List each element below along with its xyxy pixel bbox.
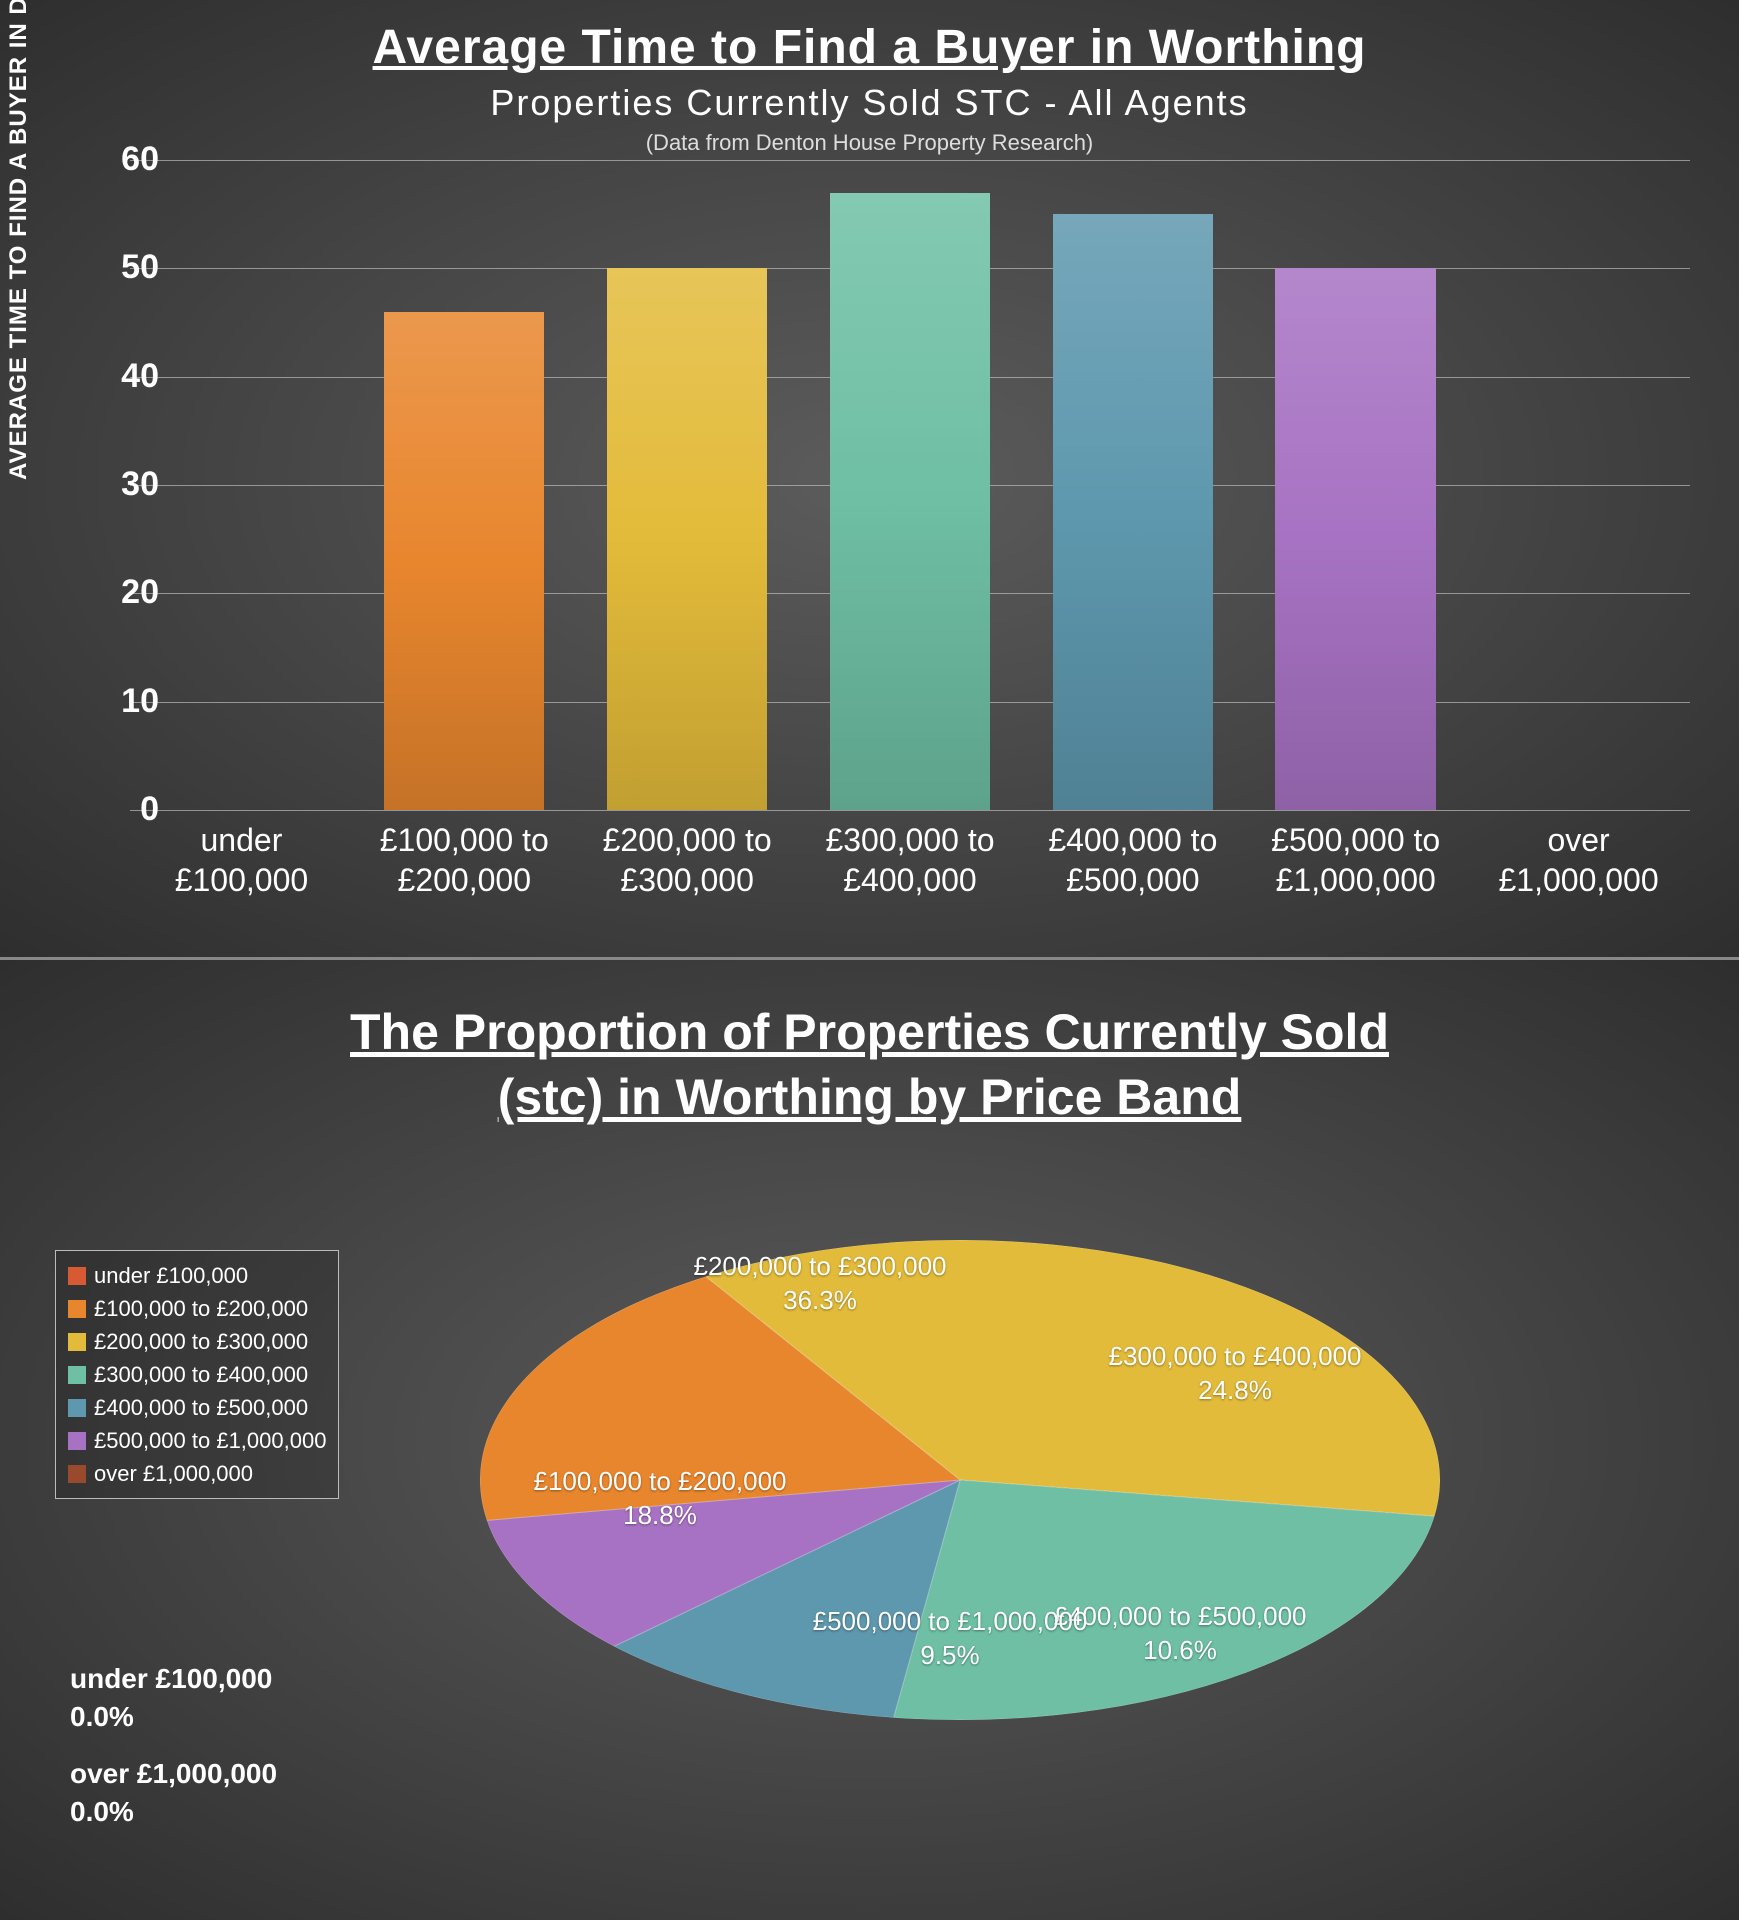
legend-item: under £100,000 [68, 1259, 326, 1292]
pie-top-face [480, 1240, 1440, 1720]
bar-slot [576, 160, 799, 810]
x-tick-label: under£100,000 [130, 820, 353, 900]
pie-zero-note: under £100,0000.0% [70, 1660, 272, 1736]
y-tick-label: 20 [99, 573, 159, 612]
legend-item: £300,000 to £400,000 [68, 1358, 326, 1391]
bar-slot [1244, 160, 1467, 810]
legend-item: over £1,000,000 [68, 1457, 326, 1490]
legend-swatch [68, 1465, 86, 1483]
bar [384, 312, 544, 810]
legend-swatch [68, 1300, 86, 1318]
bar [830, 193, 990, 811]
y-tick-label: 50 [99, 248, 159, 287]
y-tick-label: 0 [99, 790, 159, 829]
legend-swatch [68, 1366, 86, 1384]
pie-chart-panel: The Proportion of Properties Currently S… [0, 960, 1739, 1920]
x-tick-label: £200,000 to£300,000 [576, 820, 799, 900]
x-tick-label: £500,000 to£1,000,000 [1244, 820, 1467, 900]
x-tick-label: £100,000 to£200,000 [353, 820, 576, 900]
legend-item: £500,000 to £1,000,000 [68, 1424, 326, 1457]
y-tick-label: 60 [99, 140, 159, 179]
pie-wrap: £200,000 to £300,00036.3%£300,000 to £40… [480, 1240, 1440, 1800]
legend-item: £400,000 to £500,000 [68, 1391, 326, 1424]
y-tick-label: 10 [99, 682, 159, 721]
bar [607, 268, 767, 810]
pie-chart-title: The Proportion of Properties Currently S… [0, 1000, 1739, 1130]
legend-label: £200,000 to £300,000 [94, 1325, 308, 1358]
pie-zero-note: over £1,000,0000.0% [70, 1755, 277, 1831]
legend-label: £100,000 to £200,000 [94, 1292, 308, 1325]
pie-title-line1: The Proportion of Properties Currently S… [350, 1004, 1389, 1060]
bar [1053, 214, 1213, 810]
legend-label: £300,000 to £400,000 [94, 1358, 308, 1391]
legend-swatch [68, 1399, 86, 1417]
legend-swatch [68, 1333, 86, 1351]
pie-title-line2: (stc) in Worthing by Price Band [498, 1069, 1242, 1125]
legend-item: £100,000 to £200,000 [68, 1292, 326, 1325]
pie-slice [894, 1480, 1435, 1720]
bar-plot-area [130, 160, 1690, 810]
bar-slot [1021, 160, 1244, 810]
legend-label: £400,000 to £500,000 [94, 1391, 308, 1424]
legend-swatch [68, 1267, 86, 1285]
y-tick-label: 40 [99, 357, 159, 396]
y-tick-label: 30 [99, 465, 159, 504]
gridline [130, 810, 1690, 811]
legend-item: £200,000 to £300,000 [68, 1325, 326, 1358]
legend-swatch [68, 1432, 86, 1450]
bar-slot [353, 160, 576, 810]
bar-slot [130, 160, 353, 810]
bar-slot [799, 160, 1022, 810]
x-tick-label: £400,000 to£500,000 [1021, 820, 1244, 900]
bar-chart-subtitle: Properties Currently Sold STC - All Agen… [0, 82, 1739, 124]
legend-label: over £1,000,000 [94, 1457, 253, 1490]
bar-y-axis-label: AVERAGE TIME TO FIND A BUYER IN DAYS [5, 0, 33, 480]
legend-label: under £100,000 [94, 1259, 248, 1292]
x-tick-label: over£1,000,000 [1467, 820, 1690, 900]
bar-chart-title: Average Time to Find a Buyer in Worthing [0, 20, 1739, 75]
bar-chart-note: (Data from Denton House Property Researc… [0, 130, 1739, 156]
bar-slot [1467, 160, 1690, 810]
legend-label: £500,000 to £1,000,000 [94, 1424, 326, 1457]
x-tick-label: £300,000 to£400,000 [799, 820, 1022, 900]
pie-legend: under £100,000£100,000 to £200,000£200,0… [55, 1250, 339, 1499]
bar [1275, 268, 1435, 810]
bar-chart-panel: Average Time to Find a Buyer in Worthing… [0, 0, 1739, 960]
